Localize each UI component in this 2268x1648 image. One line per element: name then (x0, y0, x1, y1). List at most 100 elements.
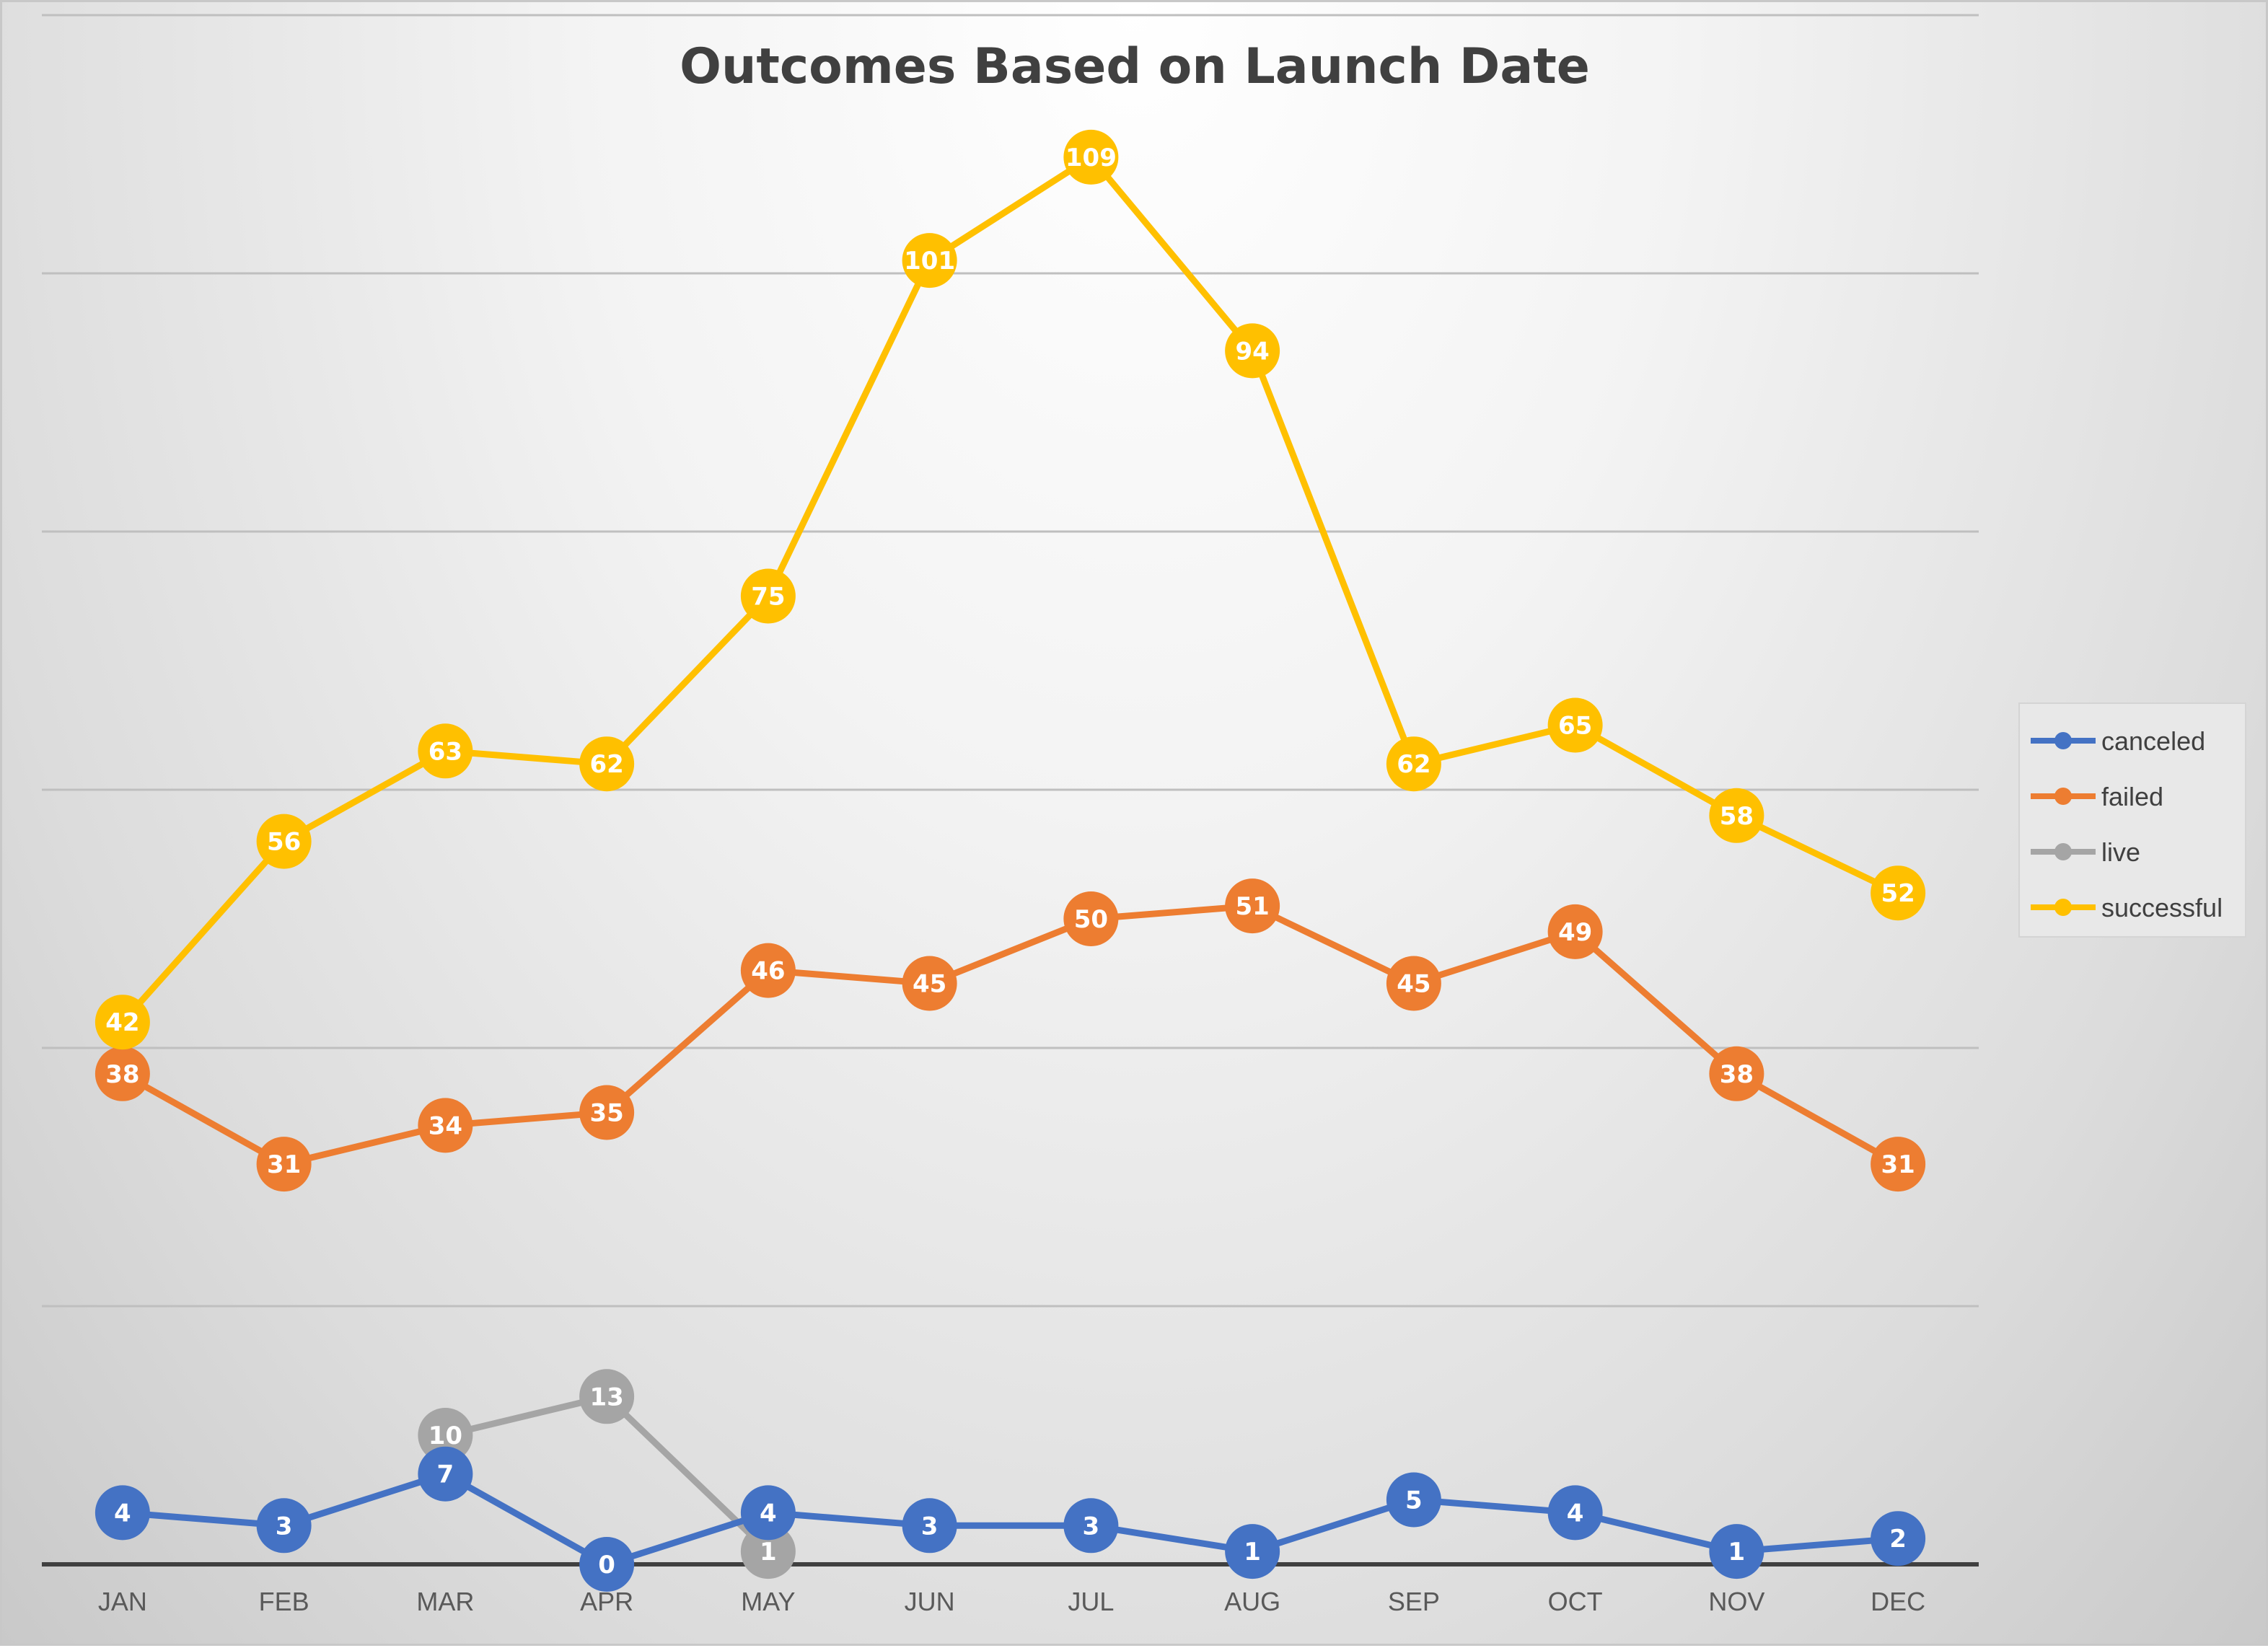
data-label: 3 (276, 1512, 293, 1541)
data-point (94, 995, 150, 1050)
data-point (740, 1485, 796, 1541)
data-point (418, 1408, 473, 1463)
data-label: 1 (760, 1538, 777, 1567)
x-tick-label: DEC (1871, 1587, 1925, 1616)
data-label: 4 (1567, 1499, 1584, 1528)
data-label: 3 (921, 1512, 939, 1541)
x-tick-label: JUN (905, 1587, 955, 1616)
legend-label: canceled (2101, 726, 2205, 756)
data-label: 45 (913, 970, 946, 999)
data-point (256, 1498, 312, 1554)
data-label: 56 (267, 828, 301, 857)
data-label: 109 (1065, 144, 1117, 172)
data-label: 34 (428, 1111, 462, 1140)
data-point (1871, 865, 1926, 921)
data-point (1386, 736, 1441, 792)
legend-item-successful: successful (2031, 893, 2223, 922)
data-label: 10 (428, 1422, 462, 1450)
data-point (1063, 891, 1119, 946)
legend-label: failed (2101, 782, 2163, 811)
x-tick-label: FEB (259, 1587, 309, 1616)
data-point (1871, 1137, 1926, 1192)
data-label: 50 (1074, 905, 1108, 934)
data-point (902, 233, 957, 288)
data-point (1063, 129, 1119, 185)
x-tick-label: MAY (741, 1587, 795, 1616)
data-label: 62 (1397, 750, 1430, 779)
data-point (1386, 956, 1441, 1011)
data-label: 65 (1558, 712, 1592, 741)
x-tick-label: AUG (1224, 1587, 1280, 1616)
data-point (418, 1446, 473, 1502)
data-point (902, 956, 957, 1011)
data-label: 35 (589, 1099, 623, 1128)
data-label: 1 (1728, 1538, 1746, 1567)
x-tick-label: SEP (1388, 1587, 1440, 1616)
data-label: 5 (1405, 1486, 1423, 1515)
x-axis: JAN FEB MAR APR MAY JUN JUL AUG SEP OCT NOV DEC (42, 1562, 1979, 1616)
data-point (1225, 1524, 1280, 1579)
data-point (579, 736, 635, 792)
data-point (1225, 323, 1280, 379)
legend-marker (2054, 788, 2072, 805)
data-point (1225, 878, 1280, 934)
series-canceled: 4 3 7 0 4 3 3 1 5 4 1 2 (94, 1446, 1926, 1592)
data-label: 38 (1720, 1060, 1754, 1089)
data-point (94, 1046, 150, 1101)
data-label: 3 (1083, 1512, 1100, 1541)
data-point (1386, 1472, 1441, 1528)
legend-label: successful (2101, 893, 2223, 922)
x-tick-label: NOV (1708, 1587, 1764, 1616)
data-point (579, 1085, 635, 1140)
data-point (740, 568, 796, 624)
data-label: 62 (589, 750, 623, 779)
series-live: 10 13 1 (418, 1369, 796, 1579)
data-point (1063, 1498, 1119, 1554)
legend-marker (2054, 732, 2072, 749)
legend-marker (2054, 843, 2072, 860)
data-label: 58 (1720, 802, 1754, 831)
data-label: 2 (1889, 1525, 1907, 1554)
data-point (902, 1498, 957, 1554)
data-point (418, 1098, 473, 1153)
data-point (579, 1537, 635, 1592)
data-label: 49 (1558, 918, 1592, 947)
data-point (1547, 697, 1603, 753)
data-label: 45 (1397, 970, 1430, 999)
data-point (256, 814, 312, 869)
legend-label: live (2101, 837, 2140, 867)
data-label: 38 (105, 1060, 139, 1089)
data-label: 4 (114, 1499, 131, 1528)
data-point (740, 943, 796, 998)
data-point (1547, 1485, 1603, 1541)
legend: canceled failed live successful (2018, 702, 2246, 938)
data-label: 13 (589, 1383, 623, 1411)
gridlines (42, 14, 1979, 1308)
data-point (1709, 1524, 1764, 1579)
legend-item-live: live (2031, 837, 2140, 867)
data-point (579, 1369, 635, 1424)
data-label: 31 (1881, 1150, 1915, 1179)
data-label: 31 (267, 1150, 301, 1179)
data-label: 7 (437, 1460, 454, 1489)
data-point (1709, 1046, 1764, 1101)
data-label: 42 (105, 1008, 139, 1037)
data-label: 0 (598, 1551, 615, 1579)
data-point (1871, 1511, 1926, 1567)
data-label: 46 (751, 957, 785, 986)
x-tick-label: JAN (98, 1587, 147, 1616)
data-label: 51 (1235, 892, 1269, 921)
series-line (119, 902, 1902, 1168)
x-tick-label: OCT (1548, 1587, 1603, 1616)
data-label: 101 (904, 247, 955, 276)
legend-item-failed: failed (2031, 782, 2163, 811)
data-point (418, 723, 473, 779)
data-label: 4 (760, 1499, 777, 1528)
data-label: 52 (1881, 879, 1915, 908)
data-label: 75 (751, 583, 785, 612)
data-label: 1 (1244, 1538, 1261, 1567)
series-successful: 42 56 63 62 75 101 109 94 62 65 58 52 (94, 129, 1926, 1050)
x-tick-label: JUL (1068, 1587, 1114, 1616)
